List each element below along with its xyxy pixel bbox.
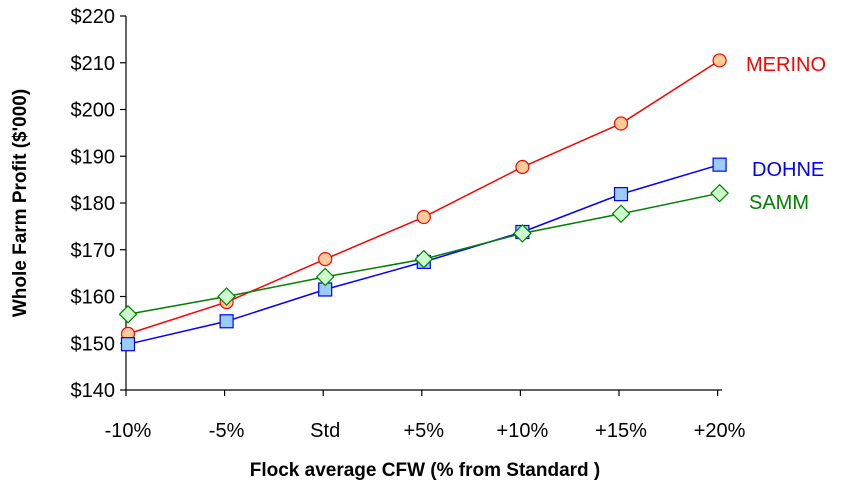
y-tick-label: $180 <box>71 193 116 215</box>
x-tick-label: +15% <box>595 420 647 442</box>
series-labels: MERINO DOHNE SAMM <box>746 54 826 214</box>
data-point-samm <box>710 183 729 203</box>
data-point-merino <box>712 53 727 68</box>
y-tick-label: $150 <box>71 333 116 355</box>
data-point-samm <box>217 287 236 306</box>
x-axis-ticks: -10% -5% Std +5% +10% +15% +20% <box>105 390 746 442</box>
x-axis-title: Flock average CFW (% from Standard ) <box>250 460 601 481</box>
data-point-samm <box>315 267 335 287</box>
y-tick-label: $190 <box>71 146 116 168</box>
data-point-merino <box>416 209 431 225</box>
plot-axes <box>125 16 722 391</box>
data-point-merino <box>318 252 333 267</box>
x-tick-label: -5% <box>209 420 245 442</box>
y-tick-label: $140 <box>71 380 116 402</box>
series-label-dohne: DOHNE <box>752 159 824 181</box>
y-tick-label: $160 <box>71 287 116 309</box>
series-line-merino <box>127 59 721 335</box>
x-tick-label: +20% <box>694 420 746 442</box>
data-point-dohne <box>712 157 727 172</box>
y-tick-label: $170 <box>71 240 116 262</box>
data-point-dohne <box>120 337 136 352</box>
series-group <box>118 53 729 352</box>
y-tick-label: $200 <box>71 100 116 122</box>
data-point-dohne <box>613 187 629 202</box>
x-tick-label: Std <box>310 420 340 442</box>
x-tick-label: -10% <box>105 420 152 442</box>
y-axis-title: Whole Farm Profit ($'000) <box>10 89 31 317</box>
x-tick-label: +5% <box>404 420 445 442</box>
x-tick-label: +10% <box>497 420 549 442</box>
data-point-samm <box>611 204 631 224</box>
y-tick-label: $210 <box>71 53 116 75</box>
y-tick-label: $220 <box>71 6 116 28</box>
series-merino <box>120 53 727 341</box>
series-samm <box>118 183 729 324</box>
series-label-samm: SAMM <box>749 192 809 214</box>
data-point-samm <box>513 224 532 243</box>
data-point-merino <box>613 116 629 131</box>
data-point-merino <box>515 159 530 175</box>
data-point-samm <box>414 249 434 269</box>
data-point-samm <box>118 304 138 324</box>
data-point-dohne <box>219 314 234 329</box>
y-axis-ticks: $140 $150 $160 $170 $180 $190 $200 $210 $220 <box>71 6 126 402</box>
series-label-merino: MERINO <box>746 54 826 76</box>
